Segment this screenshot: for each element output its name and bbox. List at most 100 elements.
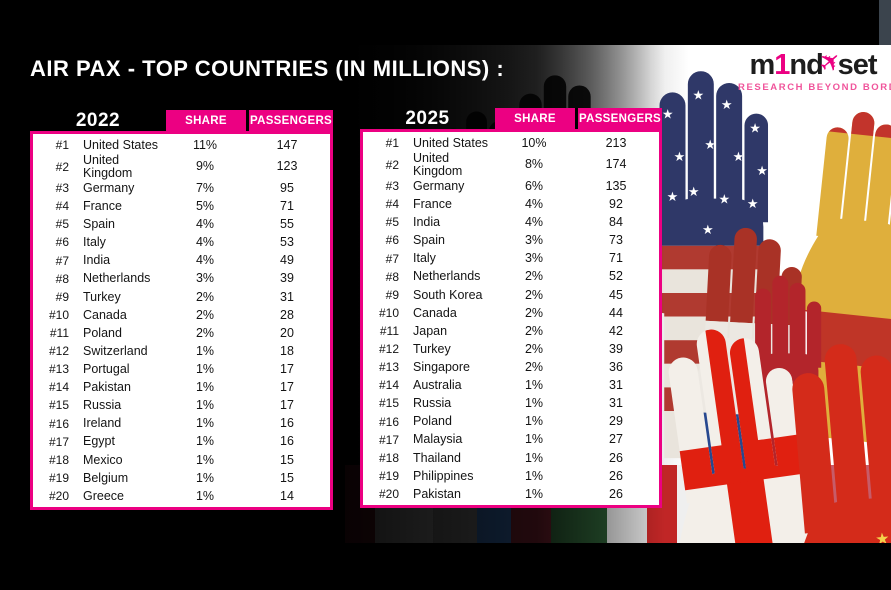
passengers-cell: 92 xyxy=(609,197,623,212)
country-cell: United Kingdom xyxy=(413,151,463,178)
rank-cell: #1 xyxy=(385,136,399,151)
table-row: #1 United States 10% 213 xyxy=(363,134,659,152)
svg-text:★: ★ xyxy=(756,164,768,179)
table-row: #3 Germany 7% 95 xyxy=(33,179,330,197)
rank-cell: #4 xyxy=(385,197,399,212)
country-cell: Ireland xyxy=(83,416,122,431)
country-cell: Pakistan xyxy=(83,380,131,395)
passengers-cell: 31 xyxy=(280,289,294,304)
table-row: #4 France 5% 71 xyxy=(33,197,330,215)
rank-cell: #11 xyxy=(49,326,69,341)
rank-cell: #9 xyxy=(385,287,399,302)
svg-text:★: ★ xyxy=(702,223,714,238)
table-row: #5 India 4% 84 xyxy=(363,213,659,231)
rank-cell: #7 xyxy=(55,253,69,268)
share-cell: 4% xyxy=(195,253,215,268)
country-cell: Netherlands xyxy=(413,269,481,284)
share-header: SHARE xyxy=(166,110,246,131)
passengers-cell: 29 xyxy=(609,414,623,429)
table-row: #7 Italy 3% 71 xyxy=(363,250,659,268)
table-2022-header: 2022 SHARE PASSENGERS xyxy=(30,110,333,131)
rank-cell: #15 xyxy=(48,398,69,413)
passengers-cell: 18 xyxy=(280,343,294,358)
country-cell: Greece xyxy=(83,488,124,503)
passengers-cell: 20 xyxy=(280,325,294,340)
country-cell: Spain xyxy=(413,233,445,248)
table-row: #11 Poland 2% 20 xyxy=(33,324,330,342)
svg-text:★: ★ xyxy=(719,192,731,207)
share-cell: 3% xyxy=(524,251,544,266)
passengers-cell: 15 xyxy=(280,452,294,467)
table-row: #10 Canada 2% 44 xyxy=(363,304,659,322)
logo: m1nd✈set RESEARCH BEYOND BORDERS xyxy=(738,45,891,93)
share-cell: 5% xyxy=(195,199,215,214)
share-cell: 2% xyxy=(524,269,544,284)
share-cell: 1% xyxy=(195,398,215,413)
rank-cell: #11 xyxy=(379,324,399,339)
passengers-cell: 73 xyxy=(609,233,623,248)
country-cell: Thailand xyxy=(413,450,461,465)
passengers-cell: 71 xyxy=(609,251,623,266)
country-cell: Portugal xyxy=(83,362,130,376)
rank-cell: #10 xyxy=(378,305,399,320)
svg-text:★: ★ xyxy=(662,107,674,122)
table-row: #9 South Korea 2% 45 xyxy=(363,286,659,304)
header-divider xyxy=(575,108,578,129)
passengers-cell: 45 xyxy=(609,287,623,302)
share-cell: 1% xyxy=(524,414,544,429)
country-cell: Turkey xyxy=(413,341,451,356)
svg-text:★: ★ xyxy=(674,150,686,165)
share-cell: 7% xyxy=(195,180,215,195)
country-cell: United States xyxy=(83,137,159,152)
country-cell: Italy xyxy=(83,235,106,250)
svg-text:★: ★ xyxy=(874,529,890,543)
country-cell: Pakistan xyxy=(413,486,461,501)
share-cell: 2% xyxy=(195,307,215,322)
country-cell: Italy xyxy=(413,251,436,266)
logo-tagline: RESEARCH BEYOND BORDERS xyxy=(738,82,891,93)
share-cell: 1% xyxy=(195,416,215,431)
country-cell: Australia xyxy=(413,378,462,393)
rank-cell: #18 xyxy=(378,450,399,465)
rank-cell: #17 xyxy=(48,434,69,449)
logo-nd: nd xyxy=(789,49,823,81)
share-cell: 2% xyxy=(524,305,544,320)
share-cell: 1% xyxy=(524,396,544,411)
rank-cell: #12 xyxy=(378,342,399,357)
country-cell: South Korea xyxy=(413,287,483,302)
table-row: #14 Australia 1% 31 xyxy=(363,376,659,394)
country-cell: India xyxy=(83,253,111,268)
year-label: 2025 xyxy=(405,108,450,129)
country-cell: Egypt xyxy=(83,434,115,449)
logo-m: m xyxy=(749,49,775,81)
share-cell: 3% xyxy=(524,233,544,248)
rank-cell: #3 xyxy=(385,179,399,194)
table-row: #19 Belgium 1% 15 xyxy=(33,469,330,487)
flag-hand-china: ★ ★ ★ ★ xyxy=(768,336,891,543)
share-cell: 4% xyxy=(195,235,215,250)
country-cell: Japan xyxy=(413,323,448,338)
table-row: #13 Singapore 2% 36 xyxy=(363,358,659,376)
share-cell: 1% xyxy=(195,470,215,485)
share-cell: 1% xyxy=(524,468,544,483)
logo-wordmark: m1nd✈set xyxy=(738,45,888,81)
table-row: #17 Malaysia 1% 27 xyxy=(363,431,659,449)
share-cell: 1% xyxy=(524,378,544,393)
passengers-cell: 27 xyxy=(609,432,623,447)
share-cell: 2% xyxy=(524,287,544,302)
country-cell: Poland xyxy=(83,325,122,340)
country-cell: Canada xyxy=(83,307,127,322)
table-row: #8 Netherlands 2% 52 xyxy=(363,268,659,286)
table-row: #20 Greece 1% 14 xyxy=(33,487,330,505)
rank-cell: #14 xyxy=(48,380,69,395)
rank-cell: #1 xyxy=(55,138,69,153)
country-cell: Turkey xyxy=(83,289,121,304)
table-2025: 2025 SHARE PASSENGERS #1 United States 10%… xyxy=(360,108,662,508)
share-cell: 11% xyxy=(192,137,218,152)
share-cell: 2% xyxy=(195,325,215,340)
country-cell: Germany xyxy=(413,178,465,193)
table-row: #12 Turkey 2% 39 xyxy=(363,340,659,358)
rank-cell: #20 xyxy=(378,487,399,502)
table-row: #14 Pakistan 1% 17 xyxy=(33,378,330,396)
